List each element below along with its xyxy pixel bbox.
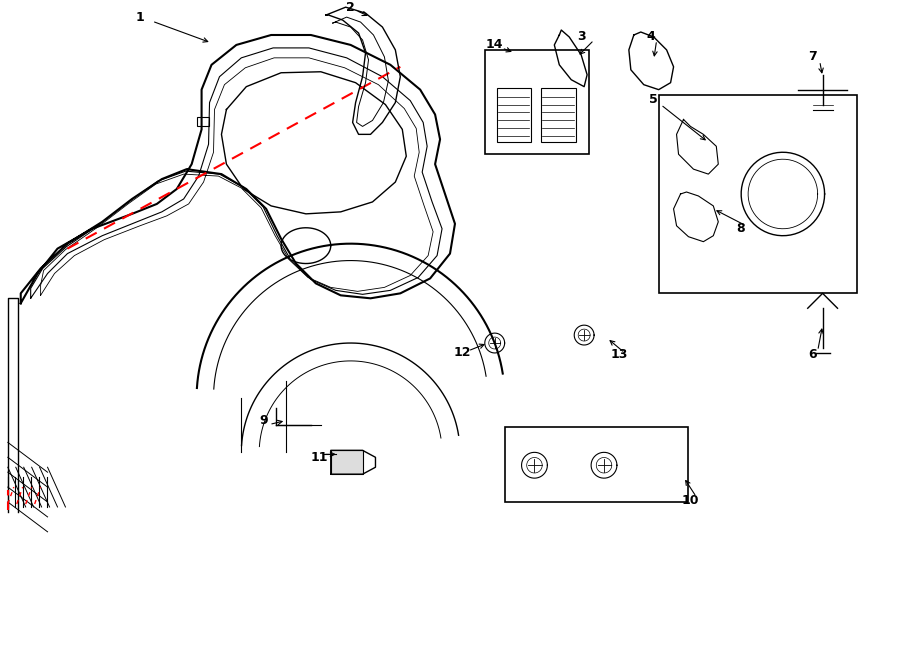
Text: 4: 4 xyxy=(646,30,655,44)
Text: 8: 8 xyxy=(736,222,744,235)
Text: 10: 10 xyxy=(681,494,699,506)
Text: 9: 9 xyxy=(259,414,267,427)
Text: 2: 2 xyxy=(346,1,355,14)
Text: 5: 5 xyxy=(649,93,658,106)
Bar xyxy=(542,88,576,142)
Bar xyxy=(331,450,363,474)
Text: 7: 7 xyxy=(808,50,817,63)
Text: 11: 11 xyxy=(310,451,328,464)
Text: 3: 3 xyxy=(577,30,586,44)
Text: 14: 14 xyxy=(486,38,503,52)
Bar xyxy=(505,428,688,502)
Text: 12: 12 xyxy=(454,346,471,360)
Text: 1: 1 xyxy=(136,11,144,24)
Bar xyxy=(196,118,209,126)
Text: 13: 13 xyxy=(610,348,627,362)
Bar xyxy=(659,95,858,293)
Text: 6: 6 xyxy=(808,348,817,362)
Bar xyxy=(497,88,532,142)
Bar xyxy=(485,50,590,154)
